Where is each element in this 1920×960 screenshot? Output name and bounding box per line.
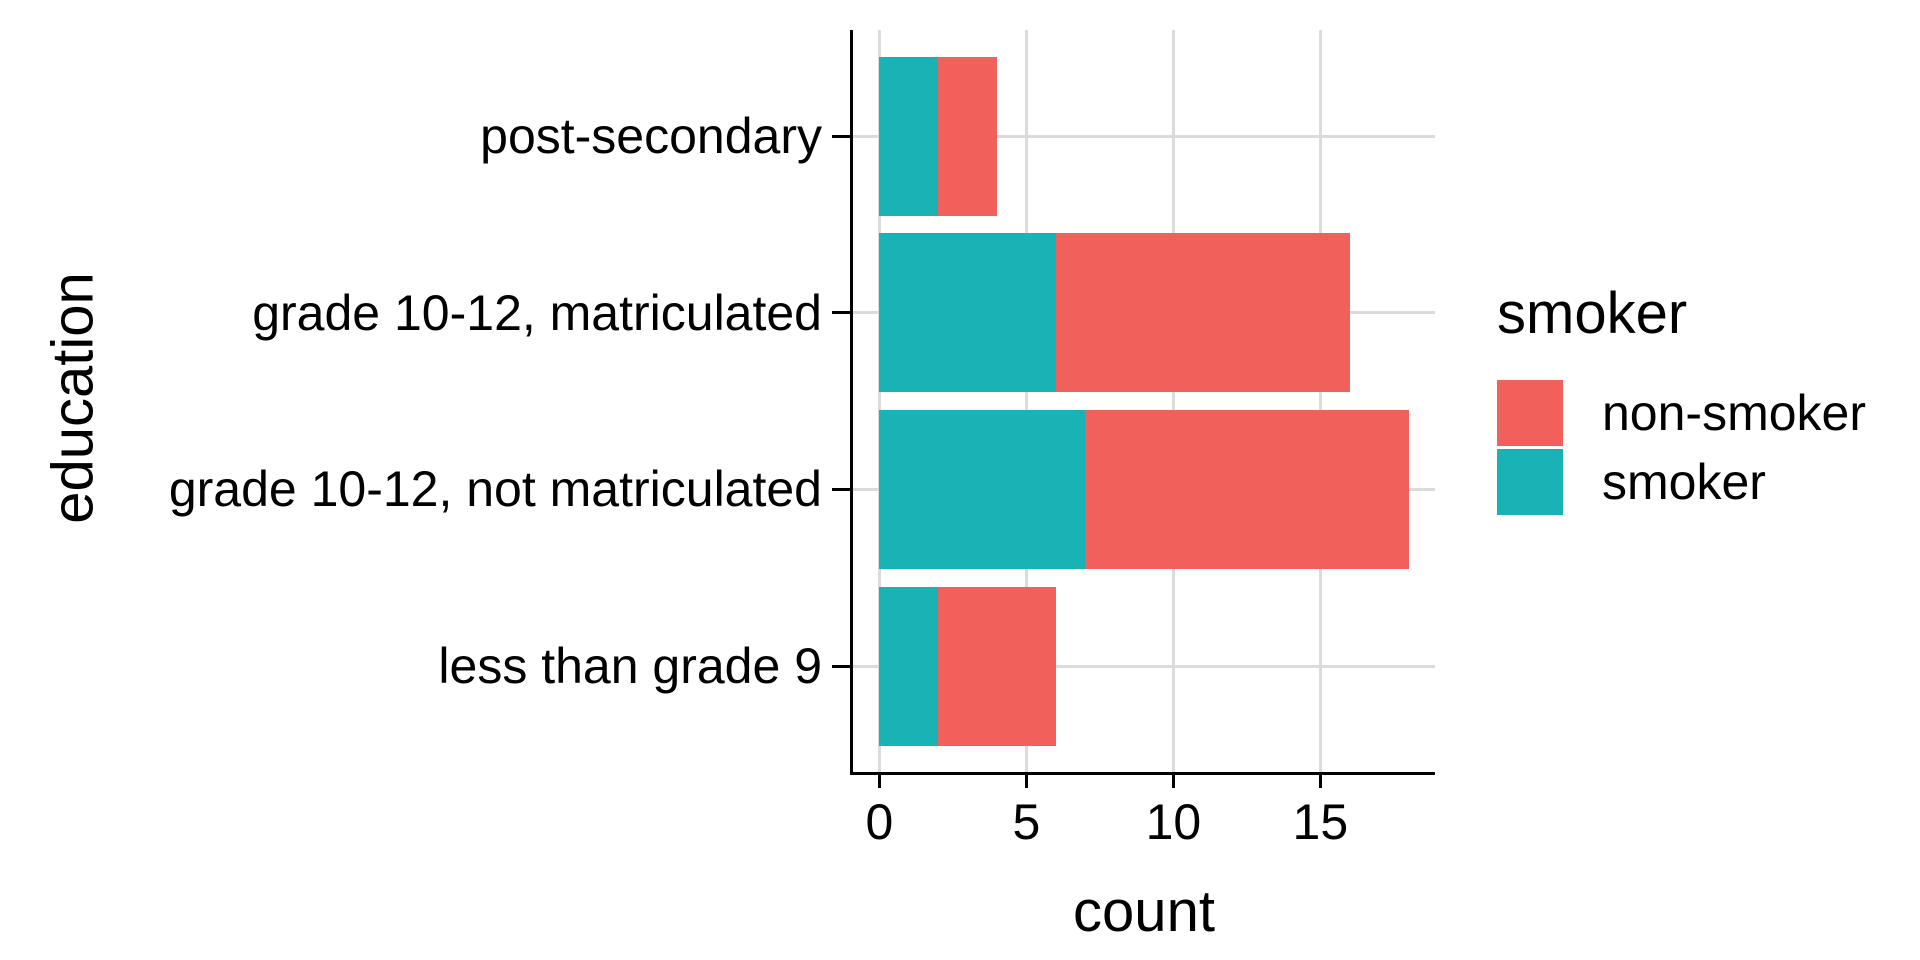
y-category-label-less-than-grade-9: less than grade 9 [438,638,822,694]
x-axis-line [850,772,1435,775]
y-category-label-grade-10-12-not-matriculated: grade 10-12, not matriculated [168,461,822,518]
bar-post-secondary-non-smoker [938,56,998,216]
bar-grade-10-12-matriculated-smoker [879,233,1056,393]
bar-grade-10-12-matriculated-non-smoker [1055,233,1350,393]
y-tick-grade-10-12-matriculated [832,311,850,315]
bar-grade-10-12-not-matriculated-smoker [879,409,1086,569]
x-tick-label-10: 10 [1145,794,1202,850]
x-tick-10 [1171,772,1175,788]
y-tick-grade-10-12-not-matriculated [832,487,850,491]
gridline-y-post-secondary [853,134,1435,138]
gridline-x-10 [1171,30,1175,772]
x-tick-15 [1318,772,1322,788]
legend-label-non-smoker: non-smoker [1602,385,1866,441]
y-tick-less-than-grade-9 [832,664,850,668]
gridline-y-less-than-grade-9 [853,664,1435,668]
y-category-label-grade-10-12-matriculated: grade 10-12, matriculated [252,284,822,341]
x-tick-label-5: 5 [1012,794,1041,850]
x-tick-label-15: 15 [1292,794,1349,850]
bar-grade-10-12-not-matriculated-non-smoker [1085,409,1409,569]
bar-less-than-grade-9-smoker [879,586,939,746]
gridline-x-0 [877,30,881,772]
x-axis-title: count [1073,879,1215,944]
gridline-x-5 [1024,30,1028,772]
legend-title: smoker [1497,281,1688,346]
legend-label-smoker: smoker [1602,454,1766,510]
x-tick-5 [1024,772,1028,788]
x-tick-label-0: 0 [865,794,894,850]
legend-key-smoker [1497,449,1563,515]
bar-less-than-grade-9-non-smoker [938,586,1056,746]
y-category-label-post-secondary: post-secondary [480,108,822,164]
bar-post-secondary-smoker [879,56,939,216]
y-axis-line [850,30,853,775]
y-tick-post-secondary [832,134,850,138]
legend-key-non-smoker [1497,380,1563,446]
x-tick-0 [877,772,881,788]
gridline-x-15 [1318,30,1322,772]
